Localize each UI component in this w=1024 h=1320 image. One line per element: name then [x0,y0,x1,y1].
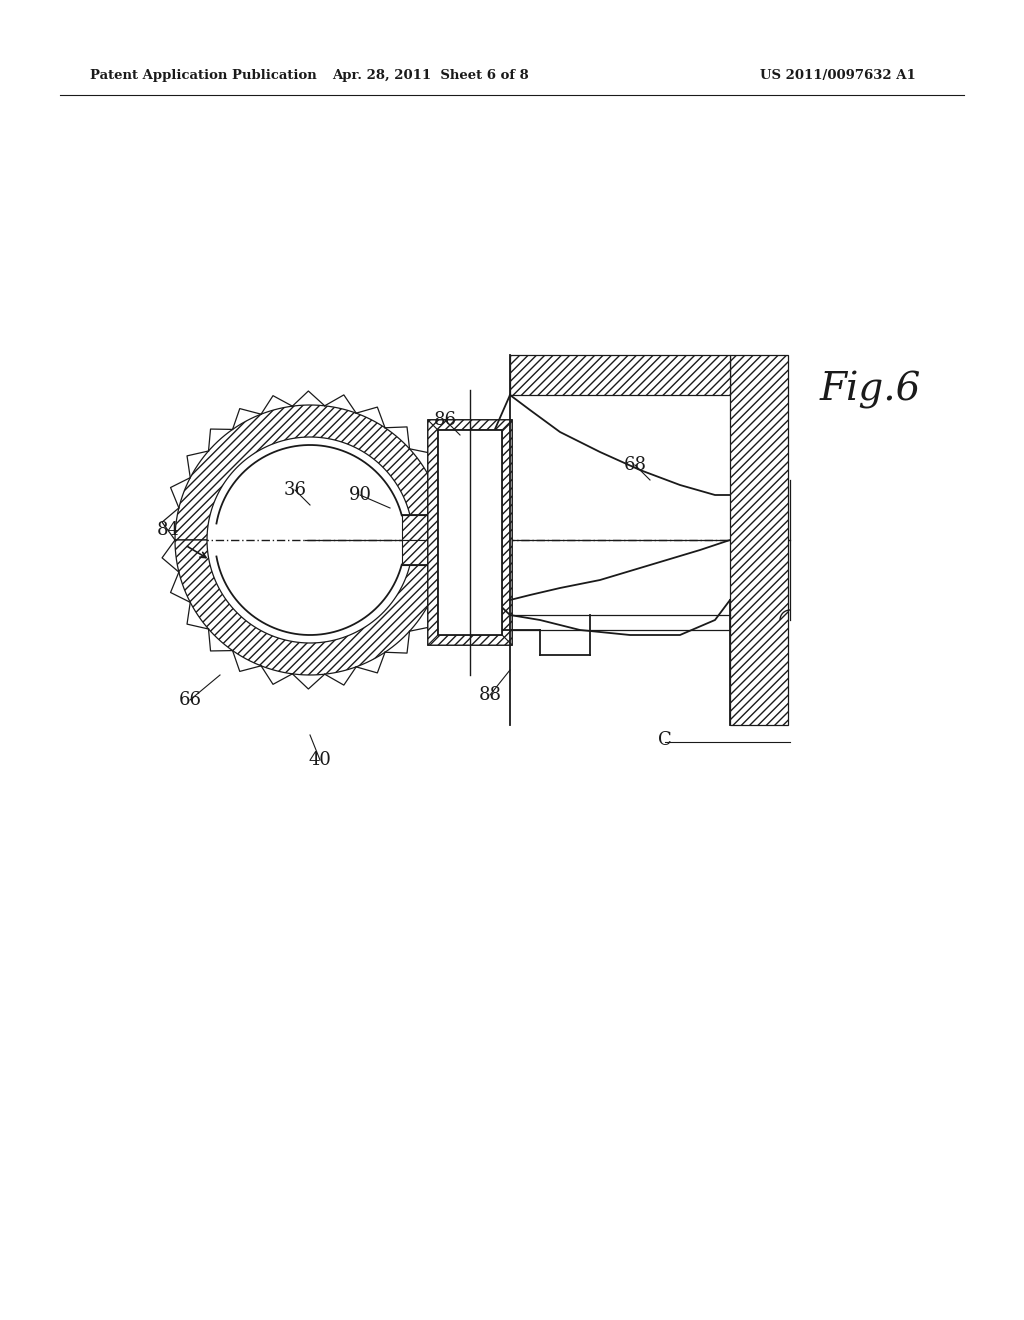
Text: 88: 88 [478,686,502,704]
Polygon shape [175,405,442,540]
Text: C: C [658,731,672,748]
Polygon shape [502,420,512,645]
Text: US 2011/0097632 A1: US 2011/0097632 A1 [760,69,915,82]
Text: 84: 84 [157,521,179,539]
Polygon shape [510,355,730,395]
Polygon shape [428,635,512,645]
Text: Patent Application Publication: Patent Application Publication [90,69,316,82]
Polygon shape [428,420,438,645]
Polygon shape [401,515,457,540]
Text: 36: 36 [284,480,306,499]
Text: 90: 90 [348,486,372,504]
Text: 68: 68 [624,455,646,474]
Polygon shape [438,430,502,635]
Text: 40: 40 [308,751,332,770]
Text: Fig.6: Fig.6 [820,371,922,409]
Polygon shape [428,420,512,645]
Polygon shape [175,540,442,675]
Text: Apr. 28, 2011  Sheet 6 of 8: Apr. 28, 2011 Sheet 6 of 8 [332,69,528,82]
Polygon shape [401,540,457,565]
Polygon shape [730,355,788,725]
Text: 86: 86 [433,411,457,429]
Polygon shape [428,420,512,430]
Text: 66: 66 [178,690,202,709]
